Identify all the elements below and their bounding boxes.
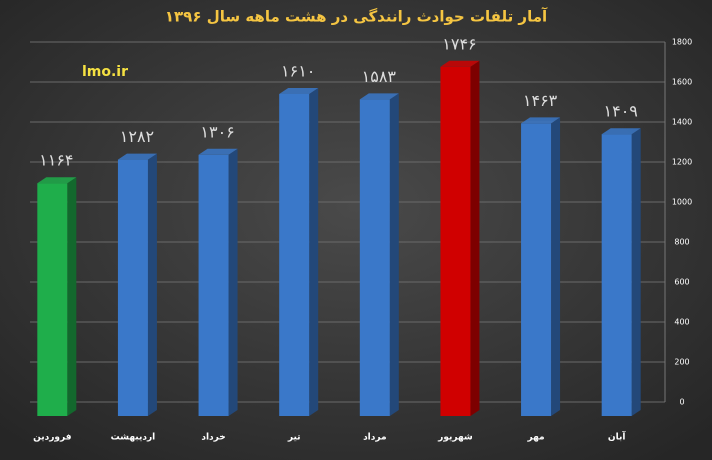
bar-side [147,153,157,416]
y-tick-label: 400 [674,318,689,327]
bar-top [117,153,157,160]
value-label: ۱۵۸۳ [362,67,397,86]
bar-side [470,60,480,417]
y-tick-label: 1400 [672,118,692,127]
bar-top [521,117,561,124]
bar-side [309,88,319,416]
value-label: ۱۳۰۶ [200,122,234,141]
value-label: ۱۴۰۹ [604,102,638,121]
y-tick-label: 200 [674,358,689,367]
y-tick-label: 800 [674,238,689,247]
x-tick-label: تیر [287,433,301,443]
bar-side [67,177,77,416]
value-label: ۱۱۶۴ [39,151,73,170]
value-label: ۱۲۸۲ [120,127,154,146]
x-tick-label: شهریور [437,433,473,443]
bar-side [389,93,399,417]
value-label: ۱۶۱۰ [281,62,315,81]
bar-top [601,128,641,135]
bar-side [228,148,238,417]
chart-title: آمار تلفات حوادث رانندگی در هشت ماهه سال… [165,8,548,26]
y-tick-label: 1000 [672,198,692,207]
bar-side [551,117,561,417]
x-tick-label: مهر [527,433,545,443]
x-tick-label: فروردین [33,433,71,443]
bar [521,123,552,417]
value-label: ۱۴۶۳ [523,91,558,110]
watermark: lmo.ir [82,64,128,80]
y-tick-label: 1200 [672,158,692,167]
y-tick-label: 0 [679,398,684,407]
y-tick-label: 1800 [672,38,692,47]
bar [601,134,632,416]
bar [37,183,68,416]
value-label: ۱۷۴۶ [442,34,476,53]
x-tick-label: آبان [608,431,626,443]
bar [440,66,471,417]
bar [279,94,310,416]
bar-top [198,148,238,155]
bar-top [359,93,399,100]
bar [198,154,229,417]
bar-top [440,60,480,67]
x-tick-label: خرداد [201,433,225,443]
bar [117,159,148,416]
bar-side [631,128,641,416]
bar-top [37,177,77,184]
bar [359,99,390,417]
x-tick-label: اردیبهشت [111,433,156,443]
y-tick-label: 1600 [672,78,692,87]
bar-top [279,88,319,94]
x-tick-label: مرداد [363,433,387,443]
y-tick-label: 600 [674,278,689,287]
